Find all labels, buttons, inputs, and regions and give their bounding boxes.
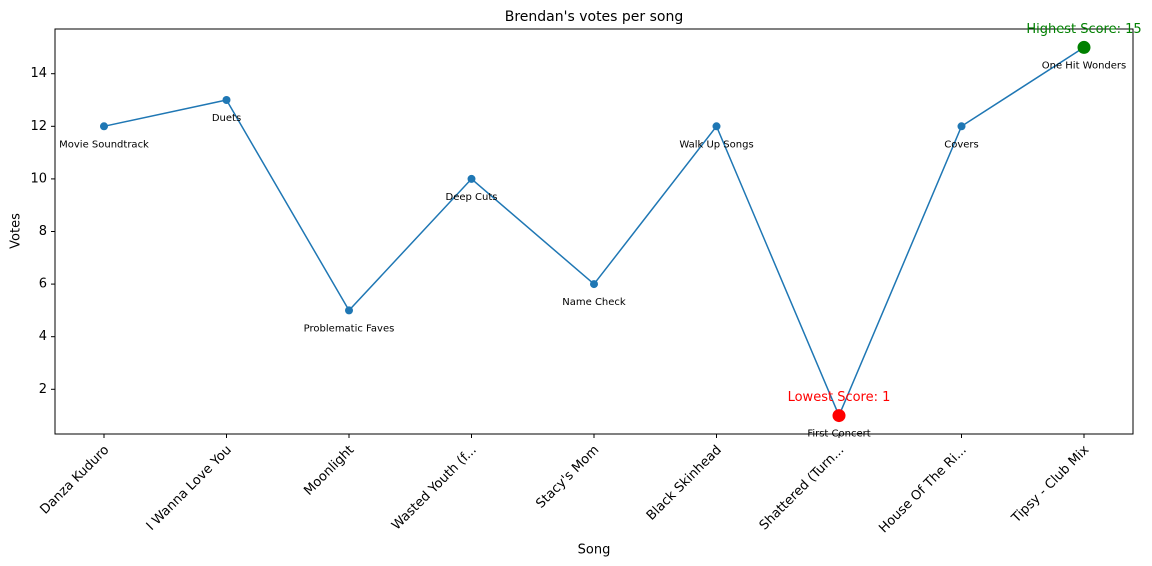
y-tick-label: 12 <box>30 119 47 134</box>
point-label: One Hit Wonders <box>1042 60 1127 71</box>
plot-frame <box>54 28 1134 435</box>
point-label: First Concert <box>807 429 870 440</box>
x-tick-label: Black Skinhead <box>644 443 725 524</box>
lowest-point <box>832 409 846 423</box>
y-tick-label: 6 <box>39 277 47 292</box>
data-point <box>100 122 108 131</box>
x-axis-label: Song <box>578 543 611 558</box>
x-tick-label: Shattered (Turn... <box>757 443 848 534</box>
data-point <box>222 96 231 105</box>
highest-annotation: Highest Score: 15 <box>1026 22 1141 37</box>
x-tick-label: Wasted Youth (f... <box>389 443 480 534</box>
point-label: Covers <box>944 139 979 150</box>
data-point <box>345 306 353 315</box>
x-tick-label: I Wanna Love You <box>144 443 235 534</box>
point-label: Duets <box>212 113 241 124</box>
x-tick-label: Moonlight <box>301 443 357 499</box>
point-label: Walk Up Songs <box>679 139 753 150</box>
y-tick-label: 10 <box>30 171 47 186</box>
x-tick-label: Tipsy - Club Mix <box>1008 442 1092 526</box>
lowest-annotation: Lowest Score: 1 <box>788 390 891 405</box>
y-tick-label: 14 <box>30 66 47 81</box>
y-tick-label: 2 <box>39 382 47 397</box>
x-tick-label: Stacy's Mom <box>533 443 602 512</box>
data-point <box>590 280 598 289</box>
data-point <box>712 122 721 131</box>
point-label: Deep Cuts <box>446 192 498 203</box>
chart-title: Brendan's votes per song <box>505 9 684 25</box>
point-label: Name Check <box>562 297 626 308</box>
point-label: Movie Soundtrack <box>59 139 149 150</box>
y-tick-label: 4 <box>39 329 47 344</box>
y-tick-label: 8 <box>39 224 47 239</box>
data-point <box>467 174 476 183</box>
x-tick-label: Danza Kuduro <box>38 443 113 518</box>
data-point <box>957 122 966 131</box>
highest-point <box>1077 40 1091 54</box>
point-label: Problematic Faves <box>304 323 395 334</box>
y-axis-label: Votes <box>9 213 24 249</box>
data-line <box>103 46 1085 418</box>
x-tick-label: House Of The Ri... <box>876 443 969 536</box>
